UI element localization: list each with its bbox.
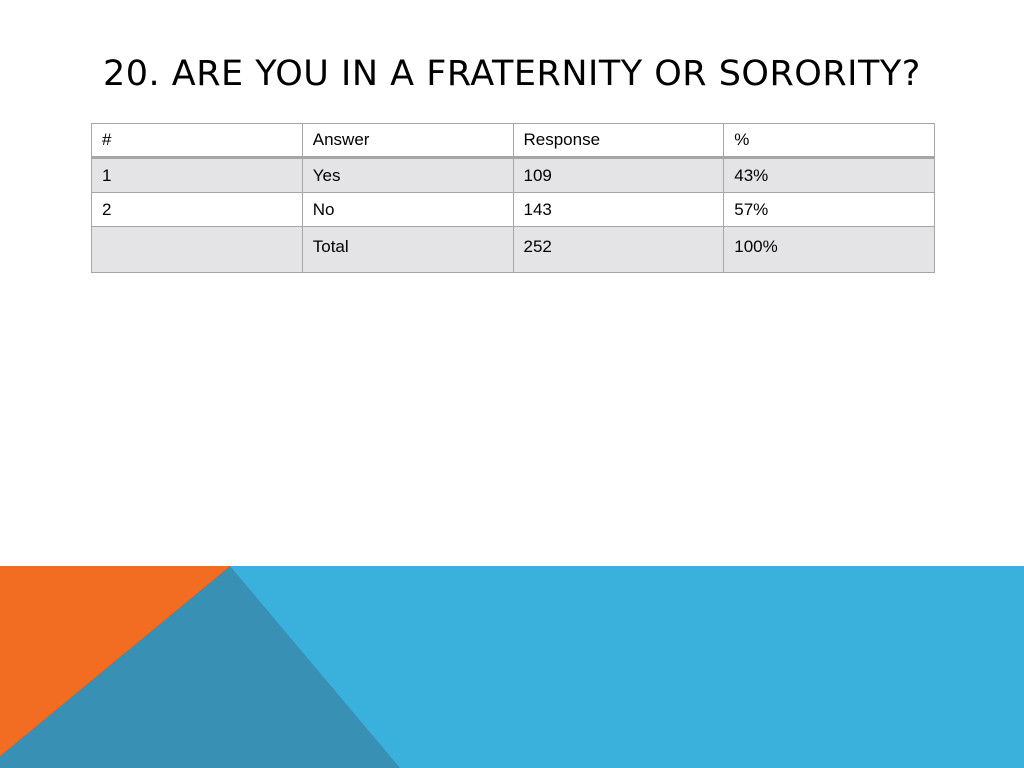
table-row: 2 No 143 57%: [91, 192, 935, 227]
cell-percent: 100%: [723, 226, 935, 273]
table-header-row: # Answer Response %: [91, 123, 935, 159]
header-answer: Answer: [301, 123, 514, 159]
cell-response: 109: [512, 157, 725, 193]
footer-teal-triangle: [0, 566, 400, 768]
cell-number: 1: [91, 157, 303, 193]
table-row-total: Total 252 100%: [91, 226, 935, 273]
slide-title: 20. ARE YOU IN A FRATERNITY OR SORORITY?: [103, 54, 921, 94]
cell-percent: 57%: [723, 192, 935, 227]
table-row: 1 Yes 109 43%: [91, 157, 935, 193]
cell-answer: Yes: [301, 157, 514, 193]
cell-response: 252: [512, 226, 725, 273]
cell-percent: 43%: [723, 157, 935, 193]
header-percent: %: [723, 123, 935, 159]
cell-answer: Total: [301, 226, 514, 273]
decorative-footer-band: [0, 566, 1024, 768]
cell-answer: No: [301, 192, 514, 227]
results-table-container: # Answer Response % 1 Yes 109 43% 2 No 1…: [91, 123, 935, 273]
header-number: #: [91, 123, 303, 159]
cell-number: 2: [91, 192, 303, 227]
cell-number: [91, 226, 303, 273]
header-response: Response: [512, 123, 725, 159]
results-table: # Answer Response % 1 Yes 109 43% 2 No 1…: [91, 123, 935, 273]
cell-response: 143: [512, 192, 725, 227]
